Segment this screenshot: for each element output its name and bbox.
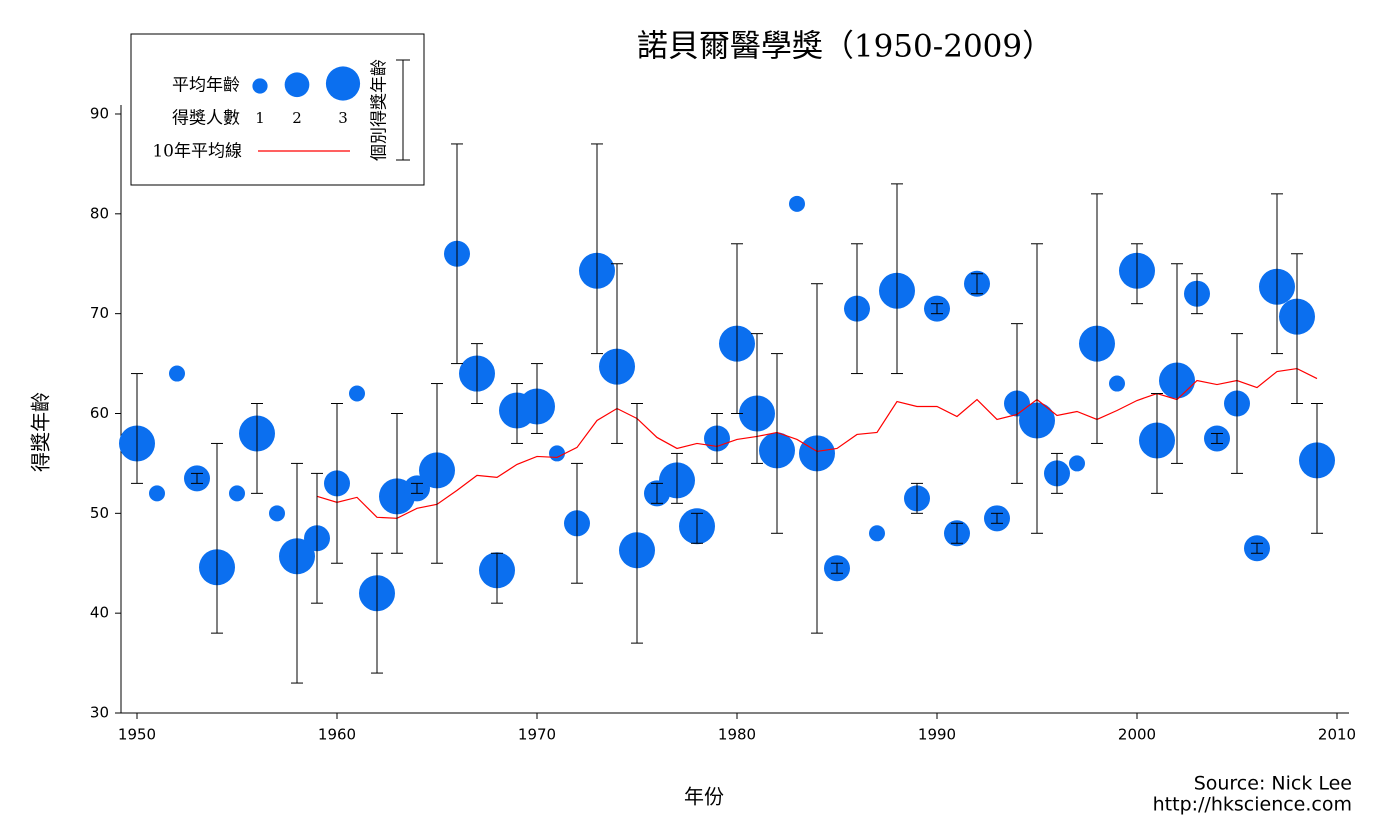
legend-count-label: 2 xyxy=(292,109,302,127)
bubble xyxy=(869,525,885,542)
y-tick-label: 90 xyxy=(90,104,109,122)
plot-area xyxy=(119,143,1335,684)
error-bar xyxy=(371,552,383,674)
error-bar xyxy=(691,512,703,544)
error-bar xyxy=(671,452,683,504)
y-tick-label: 50 xyxy=(90,504,109,522)
bubble xyxy=(269,505,285,522)
error-bar xyxy=(771,353,783,534)
legend-count-label: 1 xyxy=(255,109,265,127)
x-tick-label: 1990 xyxy=(918,726,956,744)
error-bar xyxy=(471,343,483,405)
error-bar xyxy=(851,243,863,375)
error-bar xyxy=(751,333,763,464)
error-bar xyxy=(491,552,503,604)
error-bar xyxy=(831,562,843,574)
legend-bubble xyxy=(252,78,268,94)
error-bar xyxy=(331,403,343,564)
bubble xyxy=(229,485,245,502)
legend-bubble xyxy=(284,72,310,98)
bubble xyxy=(349,385,365,402)
x-tick-label: 1970 xyxy=(518,726,556,744)
error-bar xyxy=(951,522,963,544)
error-bar xyxy=(451,143,463,365)
error-bar xyxy=(931,303,943,315)
bubble xyxy=(789,195,805,212)
chart-title: 諾貝爾醫學獎（1950-2009） xyxy=(637,29,1053,65)
x-tick-label: 2010 xyxy=(1318,726,1356,744)
bubble xyxy=(1069,455,1085,472)
error-bar xyxy=(1151,393,1163,494)
x-axis-label: 年份 xyxy=(684,785,724,809)
error-bar xyxy=(411,482,423,494)
legend-count-label: 3 xyxy=(338,109,348,127)
y-tick-label: 70 xyxy=(90,304,109,322)
error-bar xyxy=(391,412,403,554)
error-bar xyxy=(991,512,1003,524)
error-bar xyxy=(1091,193,1103,444)
legend-line-label: 10年平均線 xyxy=(152,142,242,162)
error-bar xyxy=(291,462,303,684)
error-bar xyxy=(1051,452,1063,494)
error-bar xyxy=(571,462,583,584)
error-bar xyxy=(1211,432,1223,444)
bubble xyxy=(149,485,165,502)
y-tick-label: 60 xyxy=(90,404,109,422)
error-bar xyxy=(891,183,903,375)
error-bar xyxy=(591,143,603,355)
error-bar xyxy=(1031,243,1043,534)
x-tick-label: 1960 xyxy=(318,726,356,744)
x-tick-label: 1950 xyxy=(118,726,156,744)
error-bar xyxy=(511,383,523,444)
error-bar xyxy=(1291,253,1303,405)
source: Source: Nick Lee xyxy=(1194,773,1352,795)
error-bar xyxy=(1011,323,1023,484)
error-bar xyxy=(1191,273,1203,315)
error-bar xyxy=(1131,243,1143,305)
legend-box xyxy=(130,33,425,186)
error-bar xyxy=(911,482,923,514)
legend-count-title: 得獎人數 xyxy=(172,109,240,129)
error-bar xyxy=(311,472,323,604)
error-bar xyxy=(631,403,643,644)
error-bar xyxy=(1271,193,1283,355)
legend-size-title: 平均年齡 xyxy=(172,76,240,96)
y-axis-label: 得獎年齡 xyxy=(29,392,53,472)
error-bar xyxy=(811,283,823,634)
legend: 平均年齡 得獎人數 10年平均線 個別得獎年齡 1 2 3 xyxy=(130,33,425,186)
error-bar xyxy=(1251,542,1263,554)
legend-bubble xyxy=(325,66,361,101)
error-bar xyxy=(1231,333,1243,474)
error-bar xyxy=(731,243,743,414)
y-tick-label: 40 xyxy=(90,604,109,622)
error-bar xyxy=(131,373,143,484)
error-bar xyxy=(1311,403,1323,534)
bubble xyxy=(1109,375,1125,392)
error-bar xyxy=(211,442,223,634)
x-tick-label: 1980 xyxy=(718,726,756,744)
bubble xyxy=(549,445,565,462)
error-bar xyxy=(431,383,443,564)
legend-errorbar-label: 個別得獎年齡 xyxy=(370,59,390,161)
error-bar xyxy=(251,403,263,494)
x-tick-label: 2000 xyxy=(1118,726,1156,744)
error-bar xyxy=(611,263,623,444)
error-bar xyxy=(651,482,663,504)
error-bar xyxy=(971,273,983,295)
y-tick-label: 30 xyxy=(90,704,109,722)
error-bar xyxy=(711,412,723,464)
error-bar xyxy=(1171,263,1183,464)
error-bar xyxy=(191,472,203,484)
source-url: http://hkscience.com xyxy=(1153,794,1352,816)
y-tick-label: 80 xyxy=(90,204,109,222)
error-bar xyxy=(531,363,543,434)
bubble xyxy=(169,365,185,382)
